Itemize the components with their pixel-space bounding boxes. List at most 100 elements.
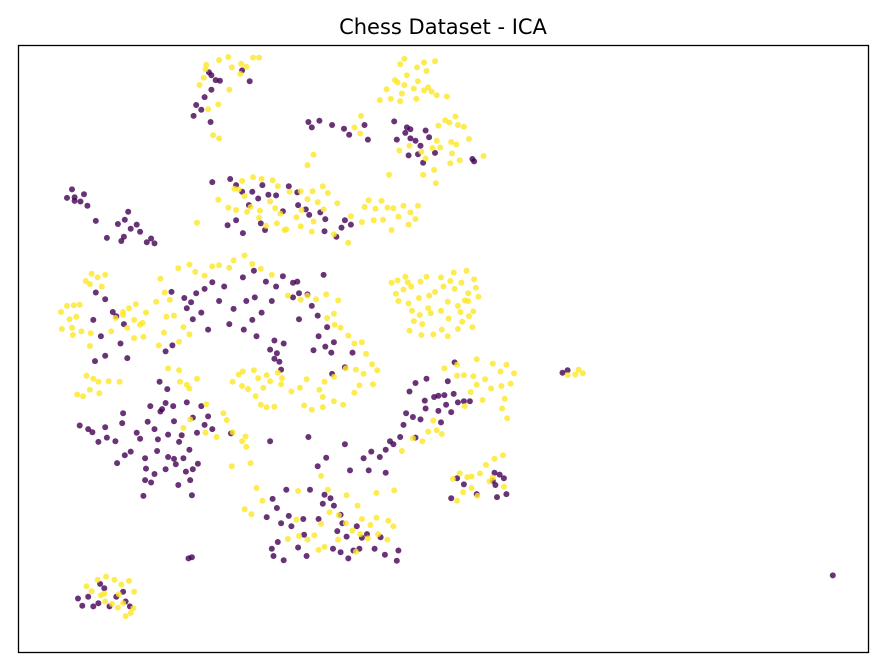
- scatter-point-class-0: [321, 491, 328, 498]
- scatter-point-class-1: [449, 150, 455, 157]
- scatter-point-class-1: [239, 177, 246, 184]
- scatter-point-class-1: [575, 366, 582, 373]
- scatter-point-class-1: [473, 381, 480, 388]
- scatter-point-class-0: [183, 399, 190, 406]
- scatter-point-class-1: [94, 274, 101, 281]
- scatter-point-class-1: [216, 262, 223, 269]
- scatter-point-class-1: [122, 613, 129, 620]
- scatter-point-class-1: [253, 485, 260, 491]
- scatter-point-class-1: [387, 95, 394, 102]
- scatter-point-class-1: [215, 101, 222, 108]
- scatter-point-class-1: [343, 492, 350, 499]
- scatter-point-class-0: [280, 340, 287, 347]
- scatter-point-class-0: [127, 448, 134, 455]
- scatter-point-class-1: [243, 443, 250, 450]
- scatter-point-class-0: [143, 239, 150, 246]
- scatter-point-class-1: [216, 57, 223, 64]
- scatter-point-class-1: [440, 283, 447, 290]
- scatter-point-class-0: [341, 217, 348, 224]
- scatter-point-class-0: [81, 191, 87, 198]
- scatter-point-class-1: [351, 124, 358, 131]
- scatter-point-class-1: [499, 405, 506, 412]
- scatter-point-class-1: [365, 197, 372, 204]
- scatter-point-class-0: [198, 403, 205, 410]
- scatter-point-class-1: [186, 331, 193, 338]
- scatter-point-class-1: [486, 478, 493, 485]
- scatter-point-class-1: [351, 389, 358, 396]
- scatter-point-class-0: [295, 544, 302, 551]
- scatter-point-class-0: [154, 436, 161, 443]
- scatter-point-class-1: [239, 438, 246, 445]
- scatter-point-class-1: [409, 307, 415, 314]
- scatter-point-class-1: [337, 324, 344, 331]
- scatter-point-class-1: [479, 397, 486, 403]
- scatter-point-class-1: [235, 186, 242, 193]
- scatter-point-class-0: [226, 321, 233, 328]
- scatter-point-class-1: [308, 228, 315, 235]
- scatter-point-class-1: [489, 360, 496, 367]
- scatter-point-class-1: [229, 378, 236, 385]
- scatter-point-class-1: [256, 214, 263, 221]
- scatter-point-class-1: [394, 277, 401, 284]
- scatter-point-class-0: [181, 295, 188, 301]
- scatter-point-class-0: [407, 135, 414, 142]
- scatter-point-class-1: [504, 415, 511, 422]
- scatter-point-class-1: [425, 305, 432, 312]
- scatter-point-class-1: [483, 461, 489, 468]
- scatter-point-class-0: [371, 545, 378, 552]
- scatter-point-class-0: [376, 454, 383, 460]
- scatter-point-class-0: [103, 434, 110, 441]
- scatter-point-class-1: [392, 290, 399, 297]
- scatter-point-class-0: [320, 271, 327, 278]
- scatter-point-class-1: [384, 536, 391, 543]
- scatter-point-class-1: [451, 285, 458, 292]
- scatter-point-class-1: [274, 183, 281, 190]
- scatter-point-class-1: [373, 514, 380, 521]
- scatter-point-class-0: [133, 221, 140, 228]
- scatter-point-class-1: [143, 309, 149, 316]
- scatter-point-class-1: [235, 371, 242, 378]
- scatter-point-class-1: [319, 394, 326, 400]
- scatter-point-class-0: [118, 238, 125, 244]
- scatter-point-class-1: [130, 605, 137, 612]
- scatter-point-class-1: [466, 313, 472, 320]
- scatter-point-class-1: [127, 610, 134, 616]
- scatter-point-class-1: [192, 268, 199, 275]
- scatter-point-class-1: [352, 548, 359, 555]
- scatter-point-class-1: [297, 188, 304, 195]
- scatter-point-class-0: [198, 309, 205, 316]
- scatter-point-class-1: [80, 393, 87, 400]
- scatter-point-class-1: [277, 210, 284, 217]
- scatter-point-class-1: [241, 193, 248, 199]
- scatter-point-class-1: [475, 293, 482, 300]
- scatter-point-class-1: [267, 198, 274, 205]
- scatter-point-class-0: [290, 279, 296, 286]
- scatter-point-class-1: [498, 383, 505, 389]
- scatter-point-class-1: [112, 315, 119, 321]
- scatter-point-class-1: [237, 71, 244, 77]
- scatter-point-class-1: [415, 78, 421, 85]
- scatter-point-class-0: [239, 274, 246, 281]
- scatter-point-class-0: [120, 233, 127, 240]
- scatter-point-class-1: [334, 200, 341, 207]
- scatter-point-class-0: [412, 137, 419, 144]
- scatter-point-class-1: [357, 531, 364, 538]
- scatter-point-class-0: [102, 296, 109, 303]
- scatter-point-class-1: [400, 286, 407, 293]
- scatter-point-class-1: [454, 372, 461, 379]
- scatter-point-class-1: [78, 328, 85, 335]
- scatter-point-class-0: [381, 551, 388, 558]
- scatter-point-class-1: [324, 315, 331, 321]
- scatter-point-class-1: [210, 132, 217, 139]
- scatter-point-class-0: [406, 388, 413, 395]
- scatter-point-class-1: [430, 417, 437, 424]
- scatter-point-class-0: [171, 418, 177, 425]
- scatter-point-class-1: [427, 310, 434, 317]
- scatter-point-class-1: [388, 227, 395, 233]
- scatter-point-class-0: [279, 273, 286, 280]
- scatter-point-class-0: [205, 413, 212, 420]
- scatter-point-class-1: [395, 298, 402, 304]
- scatter-point-class-1: [304, 536, 311, 543]
- scatter-point-class-0: [466, 398, 473, 405]
- scatter-point-class-1: [438, 431, 445, 437]
